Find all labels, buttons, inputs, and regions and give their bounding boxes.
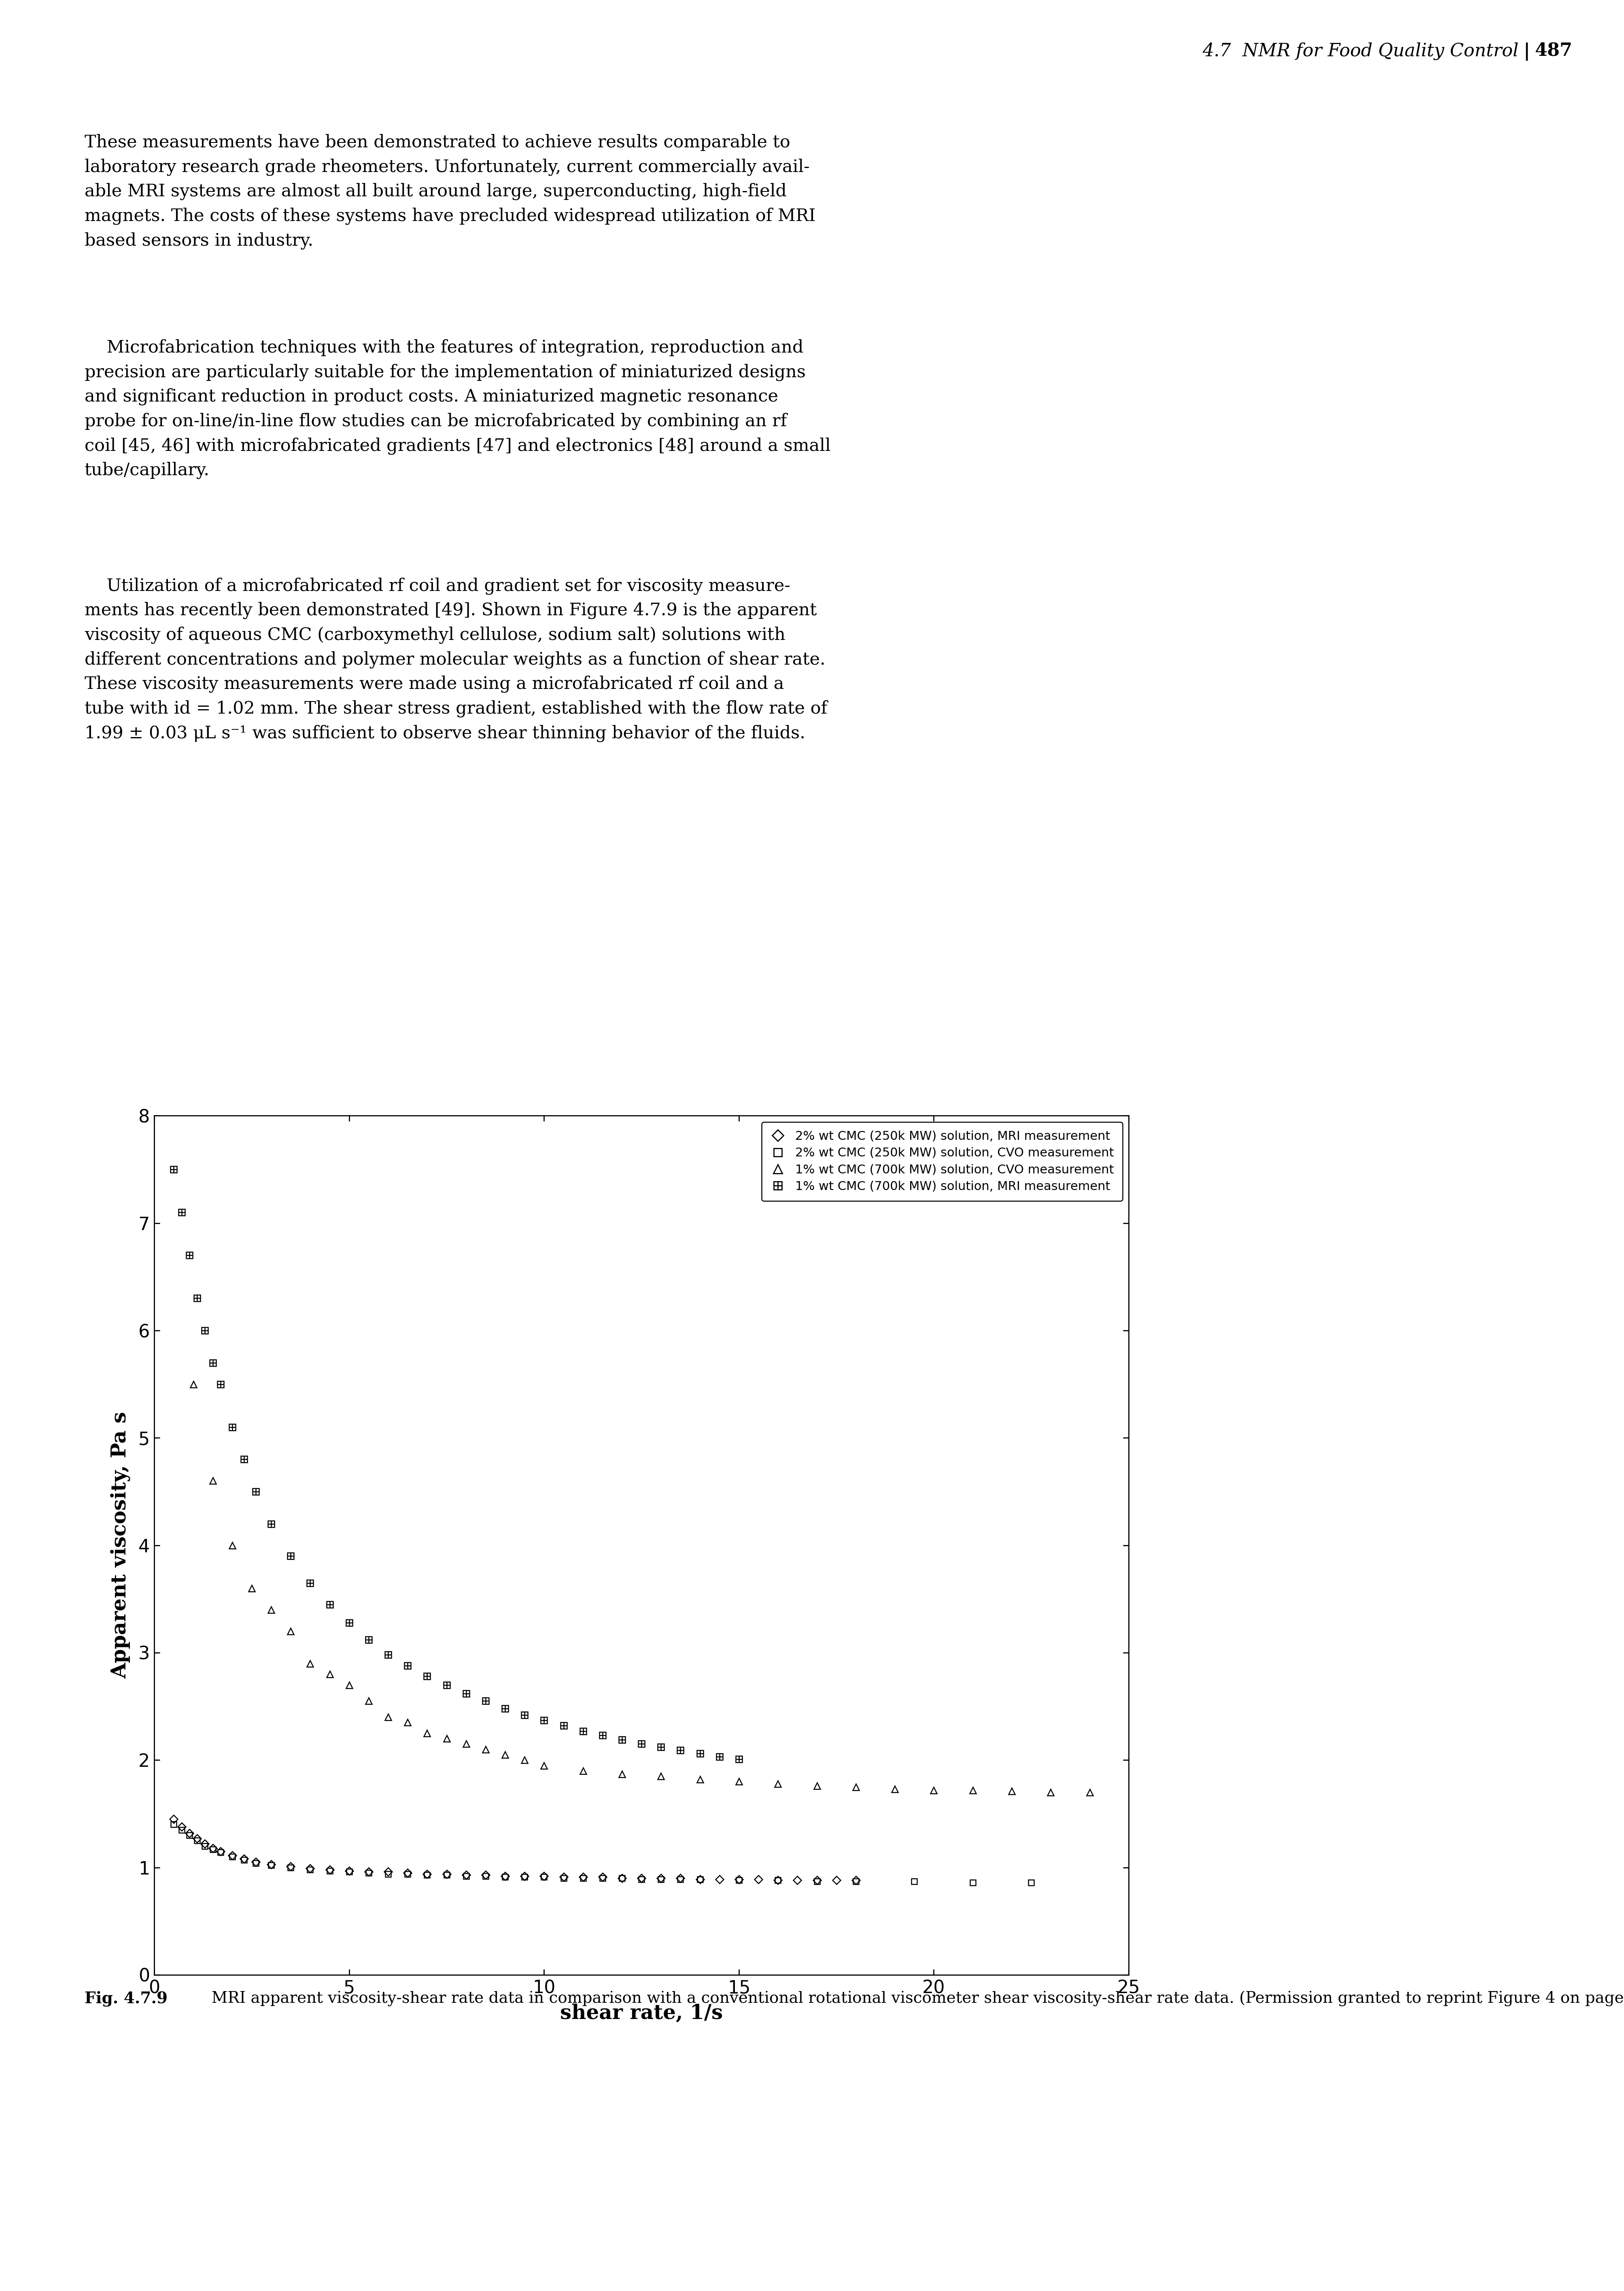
Y-axis label: Apparent viscosity, Pa s: Apparent viscosity, Pa s bbox=[110, 1411, 130, 1679]
Text: Utilization of a microfabricated rf coil and gradient set for viscosity measure-: Utilization of a microfabricated rf coil… bbox=[84, 577, 827, 742]
Text: Fig. 4.7.9: Fig. 4.7.9 bbox=[84, 1991, 167, 2007]
Text: |: | bbox=[1523, 44, 1530, 60]
X-axis label: shear rate, 1/s: shear rate, 1/s bbox=[560, 2005, 723, 2023]
Text: 487: 487 bbox=[1535, 44, 1572, 60]
Legend: 2% wt CMC (250k MW) solution, MRI measurement, 2% wt CMC (250k MW) solution, CVO: 2% wt CMC (250k MW) solution, MRI measur… bbox=[762, 1123, 1122, 1200]
Text: MRI apparent viscosity-shear rate data in comparison with a conventional rotatio: MRI apparent viscosity-shear rate data i… bbox=[201, 1991, 1624, 2007]
Text: 4.7  NMR for Food Quality Control: 4.7 NMR for Food Quality Control bbox=[1202, 44, 1518, 60]
Text: Microfabrication techniques with the features of integration, reproduction and
p: Microfabrication techniques with the fea… bbox=[84, 339, 830, 479]
Text: These measurements have been demonstrated to achieve results comparable to
labor: These measurements have been demonstrate… bbox=[84, 133, 815, 250]
